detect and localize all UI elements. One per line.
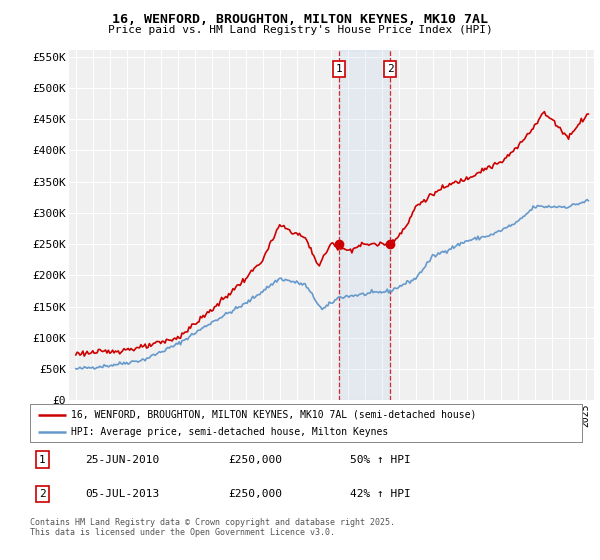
Text: 16, WENFORD, BROUGHTON, MILTON KEYNES, MK10 7AL (semi-detached house): 16, WENFORD, BROUGHTON, MILTON KEYNES, M… bbox=[71, 409, 477, 419]
Text: £250,000: £250,000 bbox=[229, 489, 283, 499]
Text: 05-JUL-2013: 05-JUL-2013 bbox=[85, 489, 160, 499]
Text: 42% ↑ HPI: 42% ↑ HPI bbox=[350, 489, 411, 499]
Text: £250,000: £250,000 bbox=[229, 455, 283, 465]
Text: 16, WENFORD, BROUGHTON, MILTON KEYNES, MK10 7AL: 16, WENFORD, BROUGHTON, MILTON KEYNES, M… bbox=[112, 13, 488, 26]
Text: 1: 1 bbox=[335, 64, 342, 74]
Text: Price paid vs. HM Land Registry's House Price Index (HPI): Price paid vs. HM Land Registry's House … bbox=[107, 25, 493, 35]
Text: 2: 2 bbox=[39, 489, 46, 499]
Text: 50% ↑ HPI: 50% ↑ HPI bbox=[350, 455, 411, 465]
Text: 1: 1 bbox=[39, 455, 46, 465]
Text: Contains HM Land Registry data © Crown copyright and database right 2025.
This d: Contains HM Land Registry data © Crown c… bbox=[30, 518, 395, 538]
Text: 25-JUN-2010: 25-JUN-2010 bbox=[85, 455, 160, 465]
Text: 2: 2 bbox=[387, 64, 394, 74]
Bar bbox=[339, 50, 390, 400]
Text: HPI: Average price, semi-detached house, Milton Keynes: HPI: Average price, semi-detached house,… bbox=[71, 427, 389, 437]
